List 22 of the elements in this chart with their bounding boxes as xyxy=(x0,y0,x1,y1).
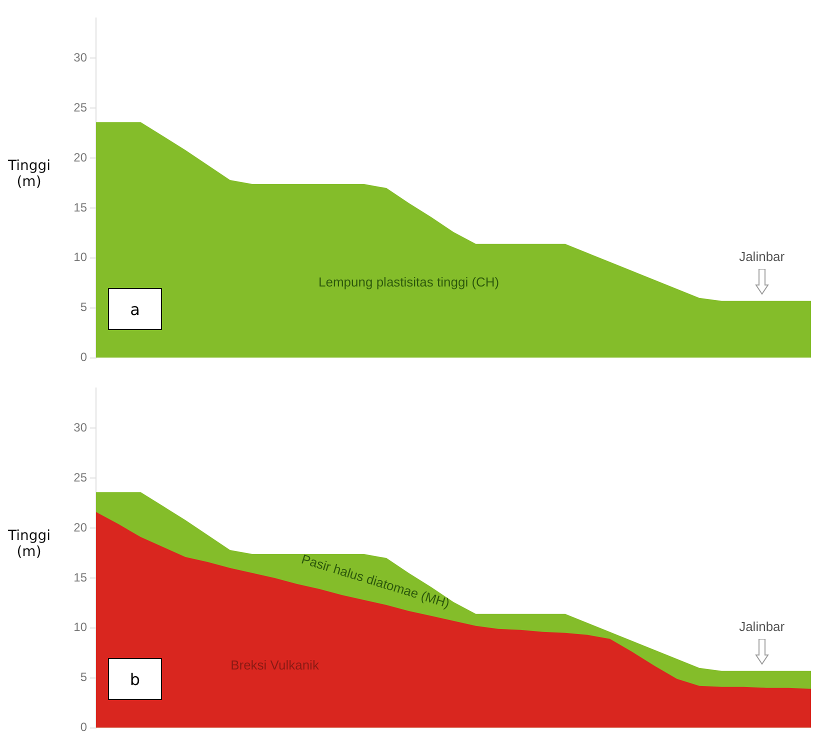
y-tick-label: 15 xyxy=(74,570,88,584)
y-tick-label: 25 xyxy=(74,100,88,114)
y-tick-label: 30 xyxy=(74,50,88,64)
y-tick-label: 10 xyxy=(74,620,88,634)
annotation: Jalinbar xyxy=(739,248,786,264)
annotation: a xyxy=(108,288,162,330)
y-tick-label: 10 xyxy=(74,250,88,264)
y-tick-label: 20 xyxy=(74,150,88,164)
y-axis-title: Tinggi (m) xyxy=(8,158,51,190)
y-tick-label: 5 xyxy=(80,300,88,314)
y-tick-label: 5 xyxy=(80,670,88,684)
y-tick-label: 30 xyxy=(74,420,88,434)
series-label: Lempung plastisitas tinggi (CH) xyxy=(318,274,500,290)
y-tick-label: 0 xyxy=(80,720,88,734)
y-tick-label: 20 xyxy=(74,520,88,534)
annotation: b xyxy=(108,658,162,700)
y-tick-label: 25 xyxy=(74,470,88,484)
y-tick-label: 0 xyxy=(80,350,88,364)
y-tick-label: 15 xyxy=(74,200,88,214)
series-label: Breksi Vulkanik xyxy=(230,657,320,672)
annotation: Jalinbar xyxy=(739,618,786,634)
y-axis-title: Tinggi (m) xyxy=(8,528,51,560)
